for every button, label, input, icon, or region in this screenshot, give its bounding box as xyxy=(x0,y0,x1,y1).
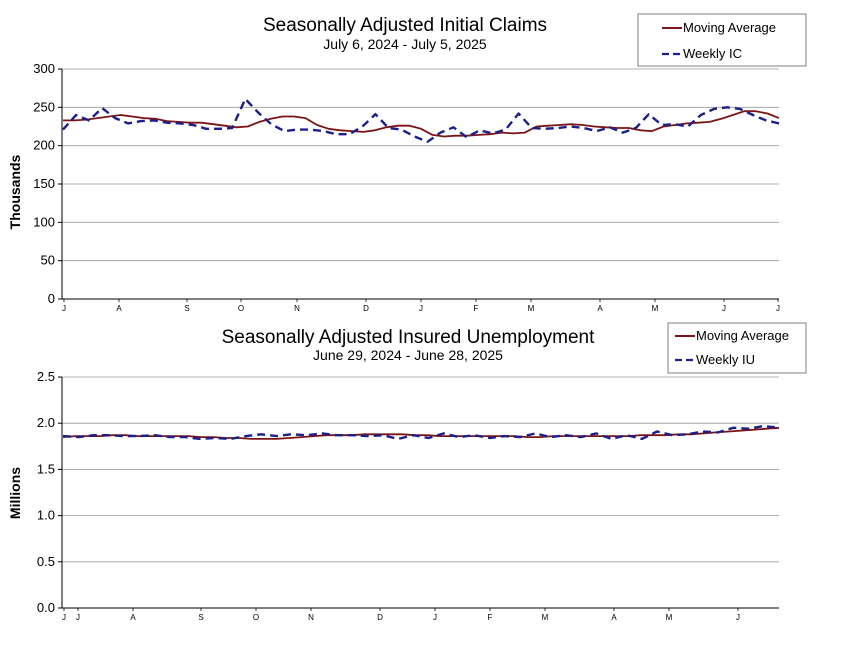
insured-x-tick-label: N xyxy=(308,613,314,622)
claims-legend-box xyxy=(637,13,807,67)
claims-x-tick-label: J xyxy=(62,304,66,313)
insured-chart: Seasonally Adjusted Insured Unemployment… xyxy=(7,322,807,622)
insured-series xyxy=(62,424,780,441)
insured-y-tick-label: 0.5 xyxy=(37,554,55,569)
claims-y-axis-label: Thousands xyxy=(7,154,23,229)
claims-y-tick-label: 150 xyxy=(33,176,55,191)
claims-series xyxy=(62,97,780,143)
claims-x-tick-label: O xyxy=(238,304,244,313)
insured-y-tick-label: 0.0 xyxy=(37,600,55,615)
insured-legend-ma-label: Moving Average xyxy=(696,328,789,343)
insured-y-tick-label: 2.5 xyxy=(37,369,55,384)
insured-y-tick-label: 2.0 xyxy=(37,415,55,430)
claims-y-tick-label: 300 xyxy=(33,61,55,76)
claims-x-tick-label: M xyxy=(652,304,659,313)
claims-y-tick-label: 0 xyxy=(48,291,55,306)
claims-chart: Seasonally Adjusted Initial Claims July … xyxy=(7,13,807,313)
claims-x-tick-label: D xyxy=(363,304,369,313)
claims-legend: Moving Average Weekly IC xyxy=(637,13,807,67)
claims-x-tick-label: A xyxy=(597,304,603,313)
insured-weekly-line xyxy=(62,424,780,441)
claims-moving-average-line xyxy=(63,110,780,138)
insured-legend: Moving Average Weekly IU xyxy=(667,322,807,374)
insured-x-tick-label: J xyxy=(433,613,437,622)
claims-y-ticks: 0 50 100 150 200 250 300 xyxy=(33,61,62,306)
claims-x-tick-label: J xyxy=(722,304,726,313)
claims-title: Seasonally Adjusted Initial Claims xyxy=(263,15,547,36)
insured-x-tick-label: F xyxy=(488,613,493,622)
claims-y-tick-label: 50 xyxy=(41,253,55,268)
claims-x-tick-label: A xyxy=(116,304,122,313)
insured-x-tick-label: M xyxy=(666,613,673,622)
insured-gridlines xyxy=(61,376,779,609)
insured-x-tick-label: S xyxy=(198,613,203,622)
claims-subtitle: July 6, 2024 - July 5, 2025 xyxy=(323,36,487,52)
claims-x-tick-label: F xyxy=(474,304,479,313)
insured-y-ticks: 0.0 0.5 1.0 1.5 2.0 2.5 xyxy=(37,369,62,615)
claims-x-tick-label: M xyxy=(528,304,535,313)
insured-subtitle: June 29, 2024 - June 28, 2025 xyxy=(313,347,503,363)
claims-x-tick-label: J xyxy=(776,304,780,313)
claims-y-tick-label: 100 xyxy=(33,214,55,229)
insured-x-tick-label: O xyxy=(253,613,259,622)
claims-x-tick-label: N xyxy=(294,304,300,313)
insured-y-tick-label: 1.0 xyxy=(37,508,55,523)
claims-gridlines xyxy=(61,68,779,300)
insured-x-tick-label: A xyxy=(130,613,136,622)
insured-x-tick-label: J xyxy=(62,613,66,622)
claims-y-tick-label: 200 xyxy=(33,138,55,153)
claims-legend-ma-label: Moving Average xyxy=(683,20,776,35)
claims-x-tick-label: S xyxy=(184,304,189,313)
insured-y-axis-label: Millions xyxy=(7,467,23,519)
claims-legend-weekly-label: Weekly IC xyxy=(683,46,742,61)
claims-weekly-line xyxy=(62,97,780,143)
insured-title: Seasonally Adjusted Insured Unemployment xyxy=(222,327,596,348)
insured-x-tick-label: A xyxy=(611,613,617,622)
claims-y-tick-label: 250 xyxy=(33,99,55,114)
insured-x-tick-label: M xyxy=(542,613,549,622)
insured-x-tick-label: D xyxy=(377,613,383,622)
insured-x-tick-label: J xyxy=(76,613,80,622)
insured-x-tick-label: J xyxy=(736,613,740,622)
claims-x-tick-label: J xyxy=(419,304,423,313)
insured-legend-weekly-label: Weekly IU xyxy=(696,352,755,367)
insured-legend-box xyxy=(667,322,807,374)
insured-y-tick-label: 1.5 xyxy=(37,461,55,476)
